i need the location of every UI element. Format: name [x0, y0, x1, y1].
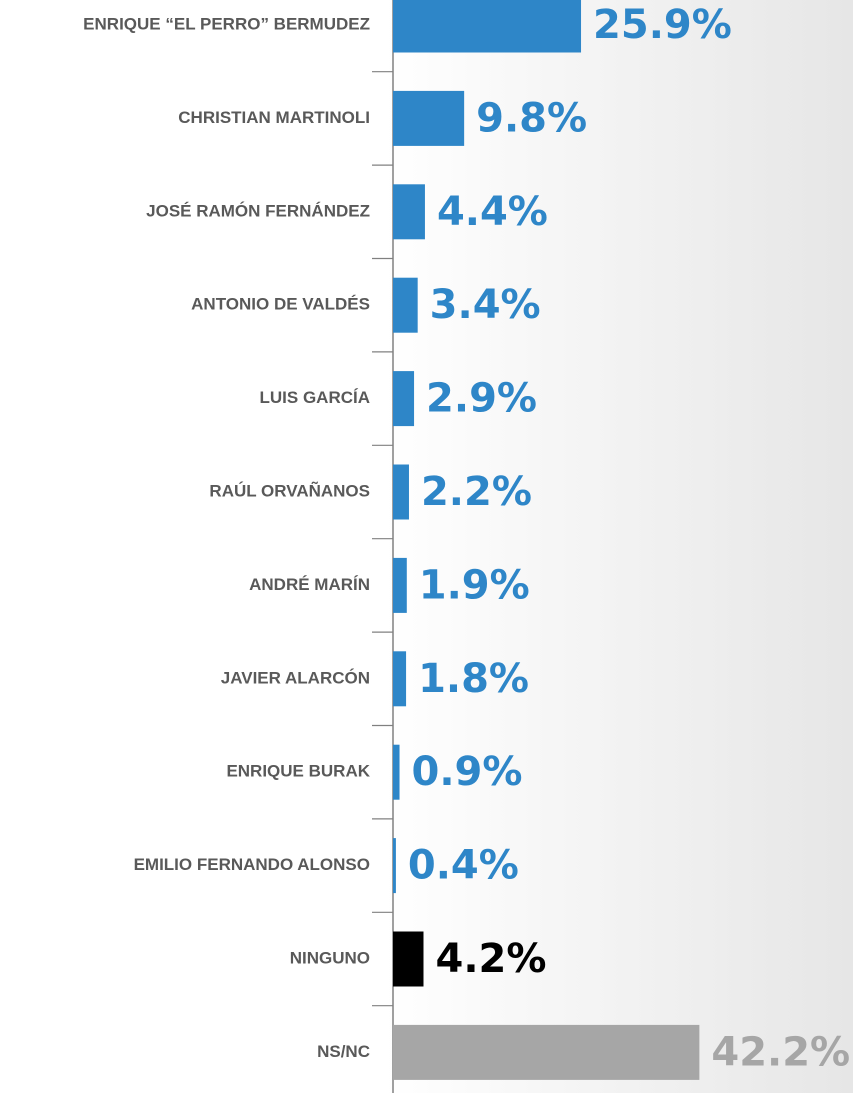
value-label: 1.8%	[418, 656, 529, 702]
bar	[393, 90, 465, 146]
value-label: 42.2%	[711, 1029, 850, 1075]
category-label: LUIS GARCÍA	[260, 388, 371, 407]
category-label: ENRIQUE BURAK	[226, 762, 370, 781]
bar	[393, 0, 582, 53]
value-label: 3.4%	[430, 282, 541, 328]
category-label: JAVIER ALARCÓN	[221, 668, 370, 687]
bar	[393, 184, 425, 240]
value-label: 2.9%	[426, 376, 537, 422]
value-label: 4.2%	[435, 936, 546, 982]
value-label: 0.9%	[412, 749, 523, 795]
value-label: 25.9%	[593, 2, 732, 48]
bar	[393, 838, 396, 894]
category-label: CHRISTIAN MARTINOLI	[178, 108, 370, 127]
value-label: 4.4%	[437, 189, 548, 235]
category-label: RAÚL ORVAÑANOS	[209, 480, 370, 500]
bar	[393, 557, 407, 613]
category-label: NINGUNO	[290, 948, 370, 967]
bar	[393, 277, 418, 333]
bar	[393, 464, 409, 520]
bar	[393, 744, 400, 800]
value-label: 2.2%	[421, 469, 532, 515]
category-label: EMILIO FERNANDO ALONSO	[134, 855, 370, 874]
category-label: JOSÉ RAMÓN FERNÁNDEZ	[146, 201, 370, 220]
bar	[393, 1024, 700, 1080]
bar	[393, 651, 407, 707]
category-label: ENRIQUE “EL PERRO” BERMUDEZ	[83, 14, 370, 33]
value-label: 1.9%	[419, 562, 530, 608]
value-label: 9.8%	[476, 95, 587, 141]
bar	[393, 371, 415, 427]
category-label: ANDRÉ MARÍN	[249, 575, 370, 594]
bar	[393, 931, 424, 987]
category-label: ANTONIO DE VALDÉS	[191, 295, 370, 314]
category-label: NS/NC	[317, 1042, 370, 1061]
value-label: 0.4%	[408, 843, 519, 889]
